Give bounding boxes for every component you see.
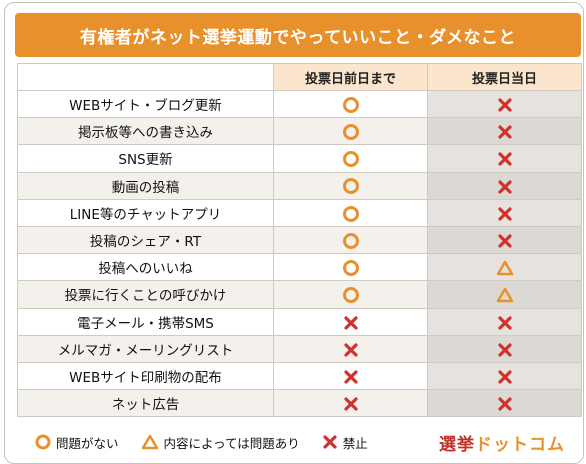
table-row: 動画の投稿 bbox=[17, 171, 582, 200]
corner-cell bbox=[17, 63, 274, 91]
legend: 問題がない 内容によっては問題あり 禁止 bbox=[35, 429, 390, 455]
activity-label: 投稿のシェア・RT bbox=[17, 225, 274, 255]
legend-item-ok: 問題がない bbox=[35, 433, 119, 452]
election-day-status bbox=[427, 361, 582, 391]
legend-label-conditional: 内容によっては問題あり bbox=[163, 435, 300, 451]
activity-label: 電子メール・携帯SMS bbox=[17, 307, 274, 336]
table-row: 電子メール・携帯SMS bbox=[17, 307, 582, 336]
before-day-status bbox=[273, 334, 428, 363]
election-day-status bbox=[427, 253, 582, 282]
election-day-status bbox=[427, 198, 582, 227]
before-day-status bbox=[273, 280, 428, 309]
infographic-card: 有権者がネット選挙運動でやっていいこと・ダメなこと 投票日前日まで 投票日当日 … bbox=[4, 2, 584, 464]
activity-label: 動画の投稿 bbox=[17, 171, 274, 200]
circle-icon bbox=[342, 205, 359, 222]
circle-icon bbox=[342, 178, 359, 195]
before-day-status bbox=[273, 144, 428, 173]
election-day-status bbox=[427, 334, 582, 363]
activity-label: 投票に行くことの呼びかけ bbox=[17, 280, 274, 309]
before-day-status bbox=[273, 89, 428, 119]
table-row: 投票に行くことの呼びかけ bbox=[17, 280, 582, 309]
triangle-icon bbox=[141, 434, 158, 450]
cross-icon bbox=[497, 207, 512, 221]
legend-label-ok: 問題がない bbox=[56, 435, 119, 451]
table-row: WEBサイト・ブログ更新 bbox=[17, 89, 582, 119]
page-title: 有権者がネット選挙運動でやっていいこと・ダメなこと bbox=[15, 13, 581, 57]
before-day-status bbox=[273, 198, 428, 227]
activity-label: WEBサイト・ブログ更新 bbox=[17, 89, 274, 119]
before-day-status bbox=[273, 171, 428, 200]
election-day-status bbox=[427, 144, 582, 173]
triangle-icon bbox=[496, 260, 513, 276]
table-row: 投稿へのいいね bbox=[17, 253, 582, 282]
circle-icon bbox=[342, 151, 359, 168]
circle-icon bbox=[342, 259, 359, 276]
cross-icon bbox=[343, 315, 358, 330]
cross-icon bbox=[343, 343, 358, 357]
table-row: SNS更新 bbox=[17, 144, 582, 173]
table-row: LINE等のチャットアプリ bbox=[17, 198, 582, 227]
circle-icon bbox=[342, 96, 359, 113]
before-day-status bbox=[273, 253, 428, 282]
cross-icon bbox=[323, 435, 337, 449]
before-day-status bbox=[273, 361, 428, 391]
activity-label: LINE等のチャットアプリ bbox=[17, 198, 274, 227]
table-row: 掲示板等への書き込み bbox=[17, 117, 582, 146]
site-logo: 選挙ドットコム bbox=[439, 435, 565, 455]
before-day-status bbox=[273, 225, 428, 255]
triangle-icon bbox=[496, 288, 513, 303]
cross-icon bbox=[497, 234, 512, 248]
cross-icon bbox=[497, 370, 512, 384]
table-row: ネット広告 bbox=[17, 389, 582, 418]
before-day-status bbox=[273, 389, 428, 418]
cross-icon bbox=[497, 98, 512, 112]
cross-icon bbox=[497, 343, 512, 357]
cross-icon bbox=[497, 152, 512, 167]
election-day-status bbox=[427, 280, 582, 309]
table-row: 投稿のシェア・RT bbox=[17, 225, 582, 255]
circle-icon bbox=[342, 232, 359, 249]
table-row: メルマガ・メーリングリスト bbox=[17, 334, 582, 363]
cross-icon bbox=[497, 315, 512, 330]
legend-item-conditional: 内容によっては問題あり bbox=[141, 433, 300, 452]
activity-label: メルマガ・メーリングリスト bbox=[17, 334, 274, 363]
election-day-status bbox=[427, 171, 582, 200]
activity-label: SNS更新 bbox=[17, 144, 274, 173]
rules-table: 投票日前日まで 投票日当日 WEBサイト・ブログ更新 掲示板等への書き込み SNS更… bbox=[17, 63, 582, 418]
election-day-status bbox=[427, 117, 582, 146]
activity-label: 掲示板等への書き込み bbox=[17, 117, 274, 146]
cross-icon bbox=[497, 125, 512, 139]
election-day-status bbox=[427, 389, 582, 418]
circle-icon bbox=[342, 124, 359, 141]
legend-item-prohibited: 禁止 bbox=[322, 433, 368, 452]
before-day-status bbox=[273, 307, 428, 336]
legend-label-prohibited: 禁止 bbox=[342, 435, 368, 451]
cross-icon bbox=[497, 180, 512, 194]
election-day-status bbox=[427, 307, 582, 336]
activity-label: 投稿へのいいね bbox=[17, 253, 274, 282]
column-header-election-day: 投票日当日 bbox=[427, 63, 582, 91]
election-day-status bbox=[427, 225, 582, 255]
cross-icon bbox=[497, 397, 512, 411]
activity-label: WEBサイト印刷物の配布 bbox=[17, 361, 274, 391]
circle-icon bbox=[342, 287, 359, 304]
table-row: WEBサイト印刷物の配布 bbox=[17, 361, 582, 391]
before-day-status bbox=[273, 117, 428, 146]
circle-icon bbox=[35, 434, 51, 450]
activity-label: ネット広告 bbox=[17, 389, 274, 418]
election-day-status bbox=[427, 89, 582, 119]
cross-icon bbox=[343, 397, 358, 411]
cross-icon bbox=[343, 370, 358, 384]
column-header-before: 投票日前日まで bbox=[273, 63, 428, 91]
